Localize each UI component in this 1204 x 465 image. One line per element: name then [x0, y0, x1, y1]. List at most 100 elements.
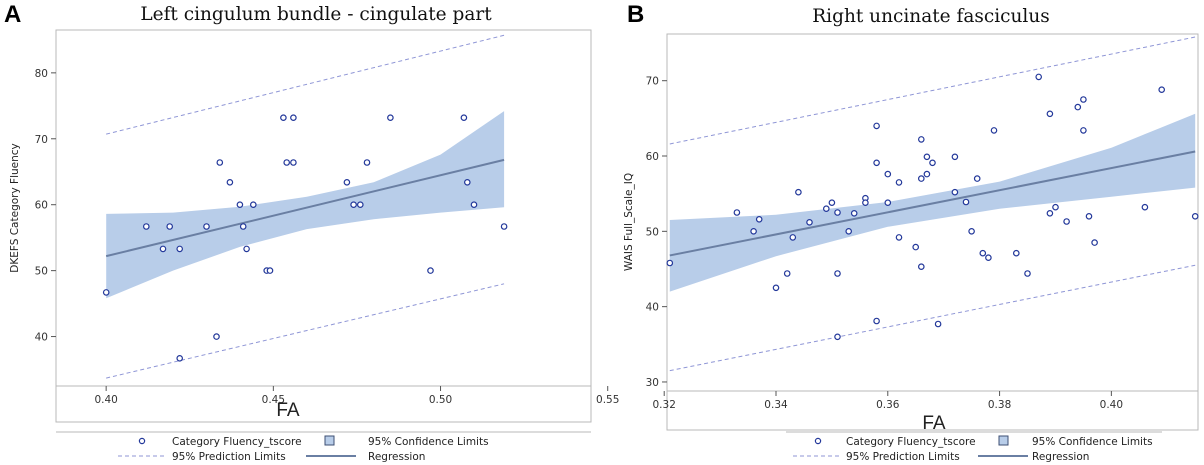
panel-a-data-point: [350, 201, 357, 209]
panel-b-data-point: [884, 199, 892, 207]
panel-a-legend-regression: Regression: [368, 451, 425, 463]
panel-b-data-point: [850, 210, 858, 217]
panel-a-x-tick-label: 0.45: [262, 394, 285, 406]
panel-b-y-tick-label: 70: [646, 76, 659, 88]
panel-b-data-point: [1085, 213, 1093, 220]
panel-a-data-point: [213, 333, 220, 340]
panel-a-data-point: [159, 245, 167, 253]
panel-a-y-tick-label: 70: [35, 134, 48, 146]
panel-a-data-point: [463, 179, 471, 186]
panel-b-data-point: [795, 188, 802, 196]
panel-b-data-point: [1158, 86, 1166, 94]
panel-a-data-point: [266, 267, 274, 274]
panel-b-data-point: [917, 263, 925, 271]
panel-a-x-ticks: 0.40 0.45 0.50 0.55: [94, 386, 619, 406]
panel-b-x-tick-label: 0.34: [764, 399, 788, 411]
panel-a-data-point: [363, 159, 371, 166]
panel-b-data-point: [923, 170, 931, 178]
panel-b-data-point: [862, 199, 869, 207]
panel-a-y-tick-label: 50: [35, 266, 48, 278]
panel-b-lines: [669, 36, 1196, 372]
panel-b-x-tick-label: 0.32: [653, 399, 676, 411]
panel-a-prediction-lower-line: [106, 283, 505, 379]
panel-a-legend-prediction: 95% Prediction Limits: [172, 451, 286, 463]
panel-a-y-axis-label: DKEFS Category Fluency: [9, 143, 21, 272]
panel-a-data-point: [290, 114, 297, 122]
panel-b-data-point: [828, 199, 836, 207]
panel-a-label: A: [4, 1, 21, 28]
panel-b-data-point: [990, 127, 998, 134]
panel-b-data-point: [929, 159, 936, 167]
panel-a-confidence-band-area: [106, 111, 505, 299]
panel-b-data-point: [873, 317, 880, 325]
panel-a-y-tick-label: 60: [35, 200, 48, 212]
panel-a-data-point: [176, 245, 184, 253]
panel-b-x-ticks: 0.320.340.360.380.400.42: [653, 391, 1123, 411]
panel-b-data-point: [1080, 127, 1087, 134]
panel-b-data-point: [806, 219, 813, 226]
panel-b-data-point: [951, 153, 959, 161]
panel-b-data-point: [834, 209, 841, 216]
panel-a-data-point: [387, 114, 394, 122]
panel-b-data-point: [772, 284, 780, 292]
panel-b-regression-line: [669, 150, 1196, 257]
panel-b-data-point: [962, 198, 970, 206]
panel-a-data-point: [470, 201, 478, 209]
panel-b-x-tick-label: 0.38: [988, 399, 1011, 411]
panel-b-points: [666, 73, 1199, 341]
panel-a-x-tick-label: 0.50: [429, 394, 452, 406]
panel-b-data-point: [1091, 239, 1098, 246]
panel-a-y-ticks: 40 50 60 70 80: [35, 68, 56, 344]
panel-b-data-point: [1046, 110, 1054, 118]
panel-b-data-point: [1024, 270, 1031, 277]
panel-b-data-point: [968, 228, 975, 235]
panel-a-regression-line: [105, 158, 505, 258]
panel-b-data-point: [1052, 203, 1059, 211]
panel-b-data-point: [985, 254, 992, 262]
panel-b-data-point: [666, 259, 674, 267]
panel-a-data-point: [143, 223, 150, 230]
panel-b-y-ticks: 30 40 50 60 70: [646, 76, 667, 389]
panel-b-label: B: [627, 1, 644, 28]
panel-b-prediction-upper-line: [669, 36, 1196, 145]
panel-b-data-point: [1035, 73, 1043, 81]
panel-a-data-point: [500, 223, 508, 230]
panel-b-data-point: [834, 333, 841, 341]
panel-b-data-point: [755, 216, 763, 223]
panel-b-data-point: [834, 270, 841, 277]
panel-a-data-point: [166, 223, 174, 230]
panel-b-data-point: [917, 175, 925, 182]
panel-b-data-point: [873, 159, 880, 167]
panel-b-legend-marker-symbol: [814, 437, 822, 445]
panel-b-data-point: [923, 153, 931, 161]
panel-a-plot-frame: [55, 29, 592, 387]
panel-b-prediction-lower-line: [669, 264, 1196, 372]
panel-b-data-point: [951, 188, 959, 196]
panel-a-x-tick-label: 0.40: [94, 394, 117, 406]
panel-b-data-point: [750, 228, 757, 235]
panel-b-legend-prediction: 95% Prediction Limits: [846, 451, 960, 463]
panel-b-data-point: [912, 243, 920, 251]
panel-b-y-tick-label: 30: [646, 377, 659, 389]
panel-a-data-point: [283, 159, 291, 166]
panel-b-legend: Category Fluency_tscore 95% Confidence L…: [786, 431, 1162, 463]
panel-b-x-tick-label: 0.36: [876, 399, 900, 411]
panel-b-y-tick-label: 50: [646, 226, 659, 238]
panel-a-confidence-band: [106, 111, 505, 299]
panel-b-y-axis-label: WAIS Full_Scale_IQ: [623, 173, 635, 271]
panel-a-data-point: [243, 245, 250, 253]
panel-a-data-point: [427, 267, 434, 274]
panel-a-prediction-upper-line: [106, 34, 505, 135]
panel-b-y-tick-label: 60: [646, 151, 659, 163]
panel-b-plot-frame: [666, 33, 1199, 392]
panel-b-data-point: [873, 122, 880, 130]
panel-b-data-point: [1012, 249, 1020, 257]
panel-a-data-point: [290, 159, 297, 166]
panel-b-legend-regression: Regression: [1032, 451, 1089, 463]
panel-a-data-point: [216, 159, 224, 166]
panel-b-data-point: [973, 175, 981, 182]
panel-b-data-point: [822, 205, 830, 213]
panel-a-title: Left cingulum bundle - cingulate part: [140, 4, 492, 25]
panel-b-data-point: [979, 249, 987, 257]
panel-a-data-point: [239, 223, 247, 230]
